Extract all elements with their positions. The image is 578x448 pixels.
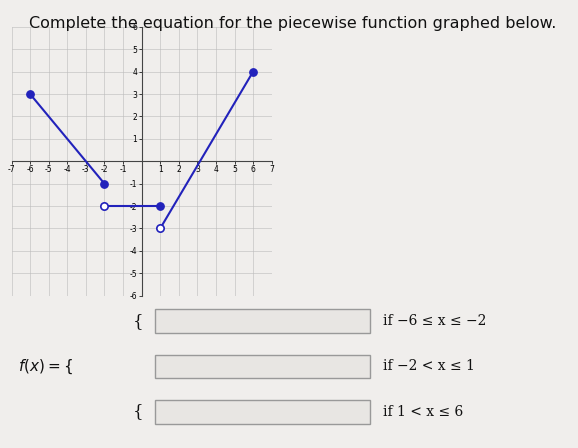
Text: $f(x) = \{$: $f(x) = \{$ — [18, 357, 73, 376]
Point — [25, 90, 35, 98]
FancyBboxPatch shape — [155, 400, 370, 423]
Point — [100, 180, 109, 187]
Text: {: { — [133, 403, 143, 420]
Point — [249, 68, 258, 75]
Point — [155, 202, 165, 210]
FancyBboxPatch shape — [155, 355, 370, 378]
Text: if −6 ≤ x ≤ −2: if −6 ≤ x ≤ −2 — [383, 314, 486, 328]
FancyBboxPatch shape — [155, 310, 370, 333]
Point — [155, 225, 165, 232]
Text: if −2 < x ≤ 1: if −2 < x ≤ 1 — [383, 359, 475, 374]
Text: if 1 < x ≤ 6: if 1 < x ≤ 6 — [383, 405, 463, 419]
Text: Complete the equation for the piecewise function graphed below.: Complete the equation for the piecewise … — [29, 16, 556, 30]
Point — [100, 202, 109, 210]
Text: {: { — [133, 313, 143, 330]
